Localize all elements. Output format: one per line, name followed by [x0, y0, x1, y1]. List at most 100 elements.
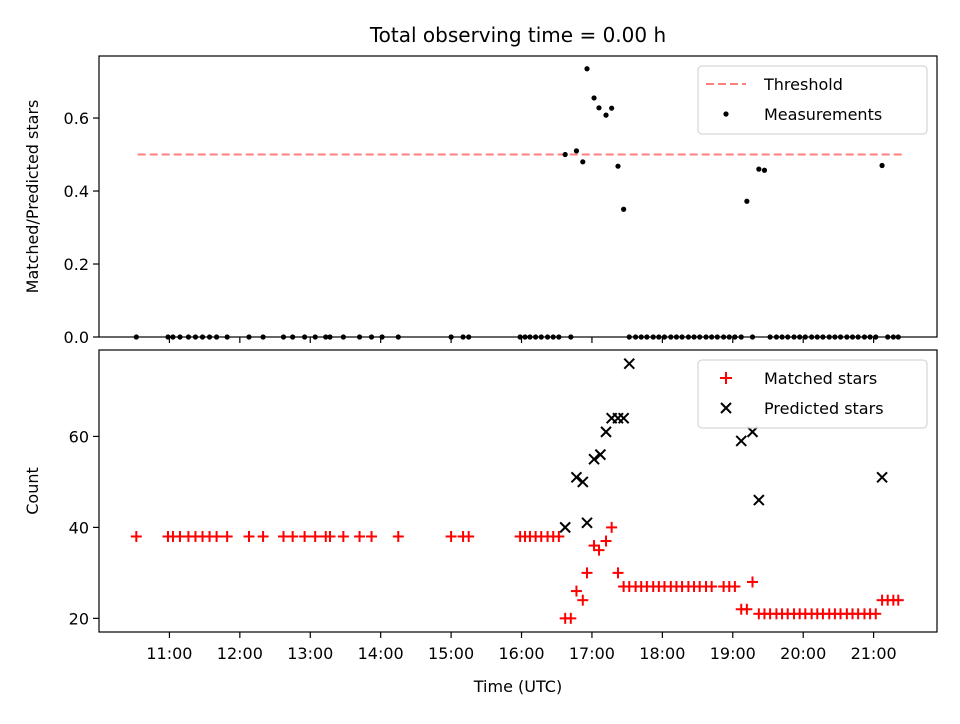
x-b	[617, 412, 630, 424]
measurement-point	[466, 334, 472, 340]
x-b	[559, 521, 571, 534]
measurement-point	[867, 334, 873, 340]
measurement-point	[685, 334, 692, 340]
measurement-point	[761, 167, 768, 173]
measurement-point	[356, 334, 363, 340]
measurement-point	[679, 334, 685, 340]
measurement-point	[709, 334, 715, 340]
x-b	[577, 476, 589, 488]
matched-star-point	[612, 567, 624, 579]
y-tick-label: 0.6	[64, 109, 89, 128]
measurement-point	[368, 334, 375, 340]
top-panel: 0.0 0.2 0.4 0.6 Matched/Predicted stars Thres…	[23, 55, 938, 347]
matched-star-point	[366, 530, 378, 542]
measurement-point	[621, 206, 627, 212]
measurement-point	[767, 334, 773, 340]
y-axis-label: Count	[23, 467, 42, 515]
measurement-point	[603, 112, 609, 118]
matched-star-point	[553, 530, 565, 542]
measurement-point	[644, 334, 650, 340]
legend-dot-swatch	[723, 111, 729, 117]
measurement-point	[879, 162, 885, 169]
legend: Threshold Measurements	[697, 65, 928, 135]
legend-box	[697, 359, 928, 429]
matched-star-point	[600, 535, 612, 547]
matched-star-point	[445, 530, 457, 542]
measurement-point	[448, 334, 454, 340]
measurement-point	[165, 334, 171, 340]
measurement-point	[673, 334, 680, 340]
y-tick-label: 0.0	[64, 328, 89, 347]
matched-star-point	[130, 530, 142, 542]
matched-star-point	[593, 544, 605, 556]
measurement-point	[522, 334, 528, 340]
bottom-panel: 20 40 60 11:00 12:00 13:00 14:00 15:00 16:00 17:0…	[23, 349, 938, 696]
matched-star-point	[870, 608, 882, 620]
measurement-point	[638, 334, 644, 340]
measurement-point	[527, 334, 533, 340]
measurement-point	[855, 334, 861, 340]
matched-star-point	[309, 530, 321, 542]
measurement-point	[691, 334, 697, 340]
measurement-point	[177, 334, 183, 340]
matched-star-point	[729, 581, 741, 593]
measurement-point	[749, 334, 756, 340]
predicted-star-point	[588, 453, 600, 465]
measurement-point	[591, 95, 597, 101]
x-tick-label: 15:00	[428, 644, 474, 663]
measurement-point	[615, 163, 621, 169]
measurement-point	[290, 334, 296, 340]
predicted-star-point	[876, 471, 888, 484]
measurement-point	[596, 105, 602, 111]
measurement-point	[379, 334, 385, 340]
measurement-point	[517, 334, 523, 340]
measurement-point	[199, 334, 206, 340]
measurement-point	[732, 334, 738, 340]
measurement-point	[744, 198, 750, 204]
x-tick-label: 18:00	[639, 644, 685, 663]
matched-star-point	[570, 585, 582, 597]
x-tick-label: 16:00	[498, 644, 544, 663]
measurement-point	[538, 334, 544, 340]
measurement-point	[573, 148, 580, 154]
matched-star-point	[221, 530, 233, 542]
measurement-point	[609, 105, 615, 111]
measurement-point	[312, 334, 318, 340]
measurement-point	[837, 334, 844, 340]
measurement-point	[802, 334, 808, 340]
matched-star-point	[565, 612, 577, 624]
matched-star-point	[892, 594, 904, 606]
measurement-point	[327, 334, 333, 340]
matched-star-point	[746, 576, 758, 588]
matched-star-point	[287, 530, 299, 542]
measurement-point	[650, 334, 656, 340]
measurement-point	[192, 334, 199, 340]
x-tick-label: 11:00	[146, 644, 192, 663]
predicted-star-point	[600, 426, 612, 438]
matched-star-point	[581, 567, 593, 579]
measurement-point	[395, 334, 401, 340]
measurement-point	[826, 334, 832, 340]
measurement-point	[773, 334, 780, 340]
measurement-point	[844, 334, 850, 340]
measurement-point	[849, 334, 856, 340]
x-b	[746, 426, 759, 438]
legend-label: Threshold	[763, 75, 843, 94]
matched-star-point	[706, 581, 718, 593]
y-tick-label: 20	[69, 609, 89, 628]
measurement-point	[206, 334, 213, 340]
predicted-star-point	[735, 435, 747, 447]
y-tick-label: 40	[69, 518, 89, 537]
measurement-point	[721, 334, 727, 340]
predicted-star-point	[617, 412, 630, 424]
measurement-point	[668, 334, 674, 340]
x-tick-label: 21:00	[851, 644, 897, 663]
x-b	[735, 435, 747, 447]
measurement-point	[224, 334, 230, 340]
measurement-point	[814, 334, 820, 340]
matched-star-point	[257, 530, 269, 542]
legend-box	[697, 65, 928, 135]
measurement-point	[832, 334, 838, 340]
